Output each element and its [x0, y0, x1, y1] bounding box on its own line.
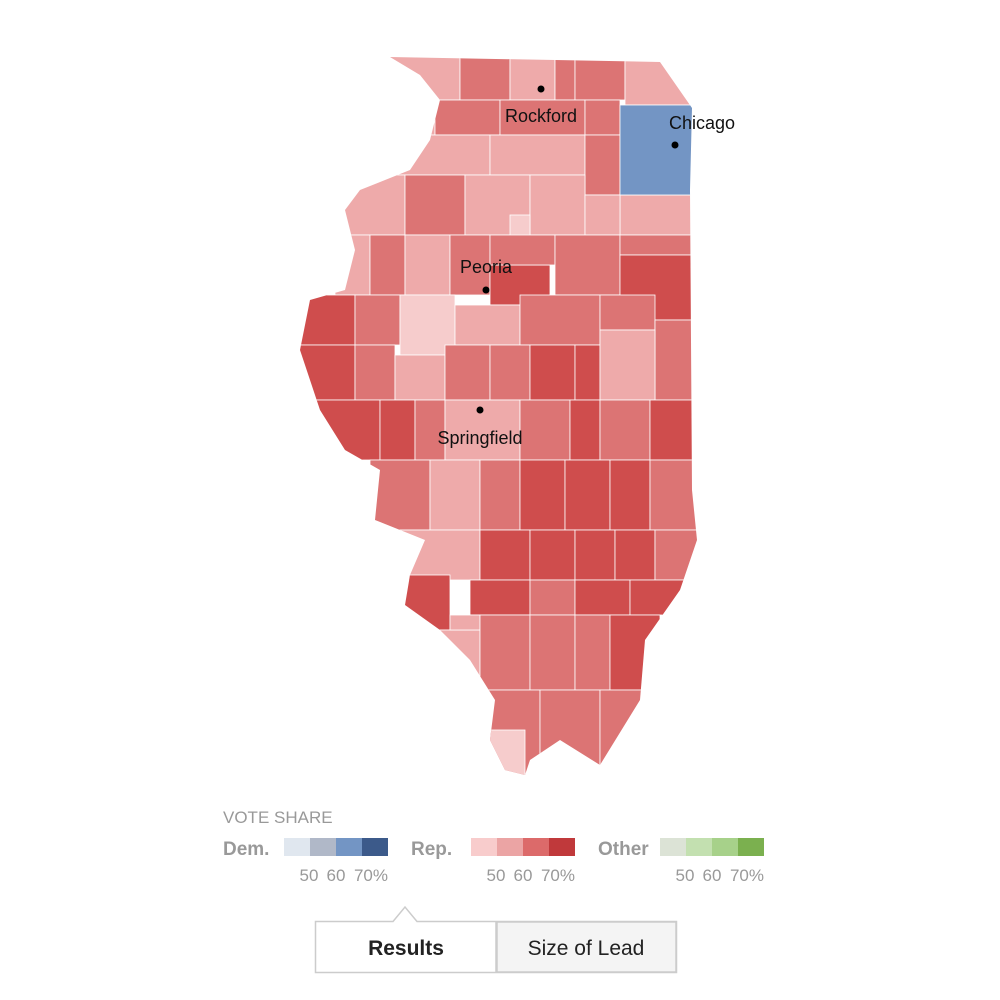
swatch — [310, 838, 336, 856]
legend: VOTE SHARE Dem. 50 60 70% Rep. 50 60 70% Oth… — [223, 808, 764, 885]
scale-label: 70% — [730, 866, 764, 885]
scale-label: 50 — [487, 866, 506, 885]
city-label: Rockford — [505, 106, 577, 126]
state-map — [300, 57, 697, 775]
city-label: Springfield — [437, 428, 522, 448]
swatch — [523, 838, 549, 856]
swatch — [336, 838, 362, 856]
city-dot — [476, 406, 484, 414]
swatch — [660, 838, 686, 856]
legend-group: Other — [598, 839, 649, 860]
scale-label: 70% — [541, 866, 575, 885]
swatch — [497, 838, 523, 856]
scale-label: 50 — [676, 866, 695, 885]
city-dot — [537, 85, 545, 93]
city-label: Chicago — [669, 113, 735, 133]
tabs: Results Size of Lead — [314, 905, 678, 974]
tab-size-of-lead[interactable]: Size of Lead — [528, 937, 645, 960]
scale-label: 70% — [354, 866, 388, 885]
swatch — [549, 838, 575, 856]
city-markers: Rockford Chicago Peoria Springfield — [437, 85, 735, 448]
swatch — [362, 838, 388, 856]
scale-label: 60 — [327, 866, 346, 885]
legend-title: VOTE SHARE — [223, 808, 333, 827]
swatch — [738, 838, 764, 856]
city-dot — [482, 286, 490, 294]
swatch — [284, 838, 310, 856]
swatch — [712, 838, 738, 856]
swatch — [686, 838, 712, 856]
tab-inactive-bg — [495, 921, 677, 973]
legend-group: Rep. — [411, 839, 452, 860]
scale-label: 50 — [300, 866, 319, 885]
scale-label: 60 — [514, 866, 533, 885]
legend-group: Dem. — [223, 839, 269, 860]
tab-results[interactable]: Results — [368, 937, 444, 960]
swatch — [471, 838, 497, 856]
scale-label: 60 — [703, 866, 722, 885]
city-label: Peoria — [460, 257, 513, 277]
city-dot — [671, 141, 679, 149]
